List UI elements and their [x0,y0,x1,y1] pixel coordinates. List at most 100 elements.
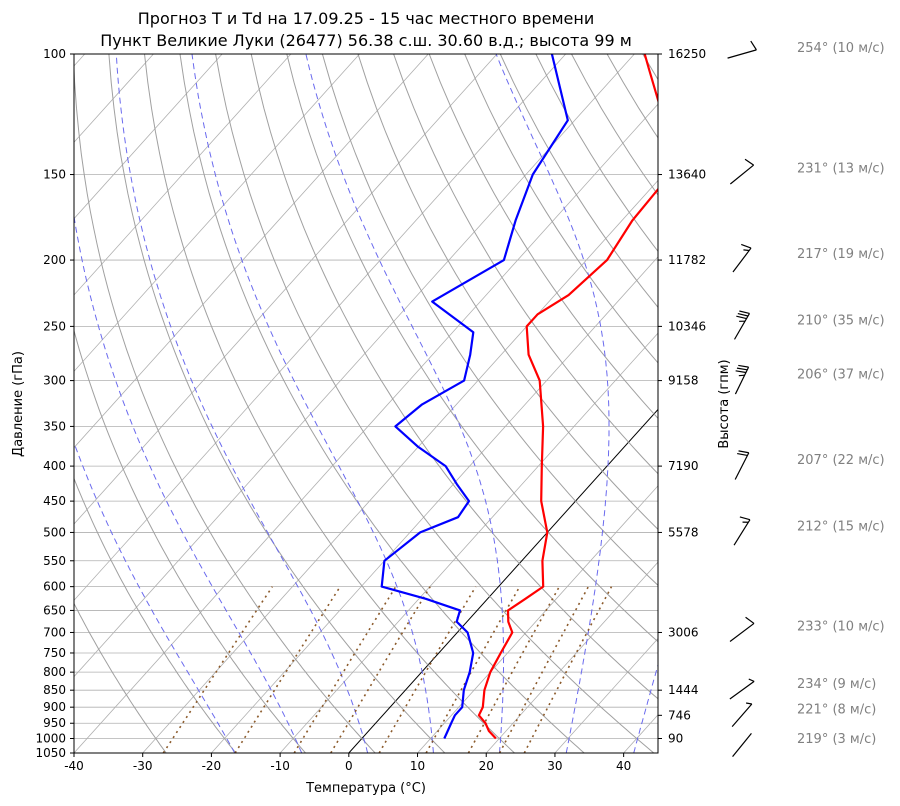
x-tick-label: 10 [410,759,425,773]
wind-barb-feather [743,249,750,252]
wind-barb-feather [737,313,749,317]
wind-label: 217° (19 м/с) [797,247,885,262]
wind-barb-staff [733,519,751,546]
isotherm-line [417,485,658,753]
wind-label: 212° (15 м/с) [797,519,885,534]
wind-barb-staff [729,680,755,700]
wind-barb-feather [739,516,751,521]
dry-adiabat [74,58,376,753]
y-tick-label: 200 [43,253,66,267]
wind-label: 221° (8 м/с) [797,702,876,717]
wind-barb [727,40,757,59]
isotherm-line [74,54,498,525]
mixing-ratio-line [330,586,431,753]
height-tick-label: 9158 [668,374,699,388]
dry-adiabat [321,54,658,587]
y-tick-label: 950 [43,716,66,730]
wind-barb [733,310,751,340]
y-tick-label: 550 [43,554,66,568]
wind-barb [731,702,753,728]
dry-adiabat [215,54,655,753]
wind-barb [734,364,750,395]
plot-frame [73,53,659,754]
height-tick-label: 5578 [668,525,699,539]
wind-barb-feather [739,310,750,314]
height-tick-label: 1444 [668,683,699,697]
dry-adiabat [642,54,658,81]
wind-barb [732,732,752,758]
temperature-profile-line [477,54,658,740]
height-tick-label: 746 [668,708,691,722]
dry-adiabat [428,54,658,420]
dry-adiabat [250,54,658,700]
y-tick-label: 600 [43,580,66,594]
x-tick-label: 30 [547,759,562,773]
wind-barb [729,158,755,185]
dry-adiabat [108,54,446,753]
height-tick-label: 10346 [668,319,706,333]
moist-adiabat [191,54,434,753]
wind-barb [732,243,752,273]
moist-adiabat [633,663,658,753]
x-tick-label: -30 [133,759,153,773]
y-tick-label: 350 [43,419,66,433]
wind-barb-staff [731,703,753,728]
isotherm-line [142,179,658,753]
height-axis-label: Высота (гпм) [717,359,732,448]
isotherm-line [761,54,900,753]
background-lines [74,54,900,753]
dry-adiabat [357,54,658,531]
wind-barb-staff [729,622,755,642]
dry-adiabat [144,54,515,753]
dewpoint-profile-line [380,54,569,739]
moist-adiabat [115,54,369,753]
height-tick-label: 3006 [668,625,699,639]
wind-barb-feather [748,678,755,682]
mixing-ratio-line [498,586,590,753]
y-tick-label: 650 [43,603,66,617]
wind-barb [729,616,755,642]
dry-adiabat [464,54,658,364]
isotherm-line [279,332,658,753]
x-tick-label: 40 [616,759,631,773]
wind-barb-feather [736,367,748,371]
isotherm-line [74,54,292,296]
isotherm-line [485,561,658,753]
dry-adiabat [74,477,237,753]
wind-barb [729,678,755,700]
mixing-ratio-line [425,586,521,753]
wind-barb-staff [729,164,755,185]
zero-isotherm [348,408,658,753]
moist-adiabat [74,213,303,753]
y-tick-label: 100 [43,47,66,61]
isotherm-line [74,54,223,220]
wind-label: 207° (22 м/с) [797,453,885,468]
wind-barb-feather [735,370,747,374]
dry-adiabat [179,54,585,753]
wind-barb-feather [738,450,749,454]
mixing-ratio-line [467,586,561,753]
y-tick-label: 500 [43,525,66,539]
y-tick-label: 1000 [35,731,66,745]
wind-barb-feather [741,243,752,249]
isotherm-line [623,714,658,753]
dry-adiabat [74,602,167,753]
height-tick-label: 16250 [668,47,706,61]
wind-barbs: 254° (10 м/с) 231° (13 м/с) 217° (19 м/с) 2… [727,40,885,758]
wind-label: 219° (3 м/с) [797,732,876,747]
isotherm-line [211,256,658,753]
mixing-ratio-line [523,586,613,753]
height-tick-label: 11782 [668,253,706,267]
wind-barb-staff [734,452,750,480]
isotherm-line [74,54,566,601]
moist-adiabat [495,54,610,753]
wind-barb-staff [732,732,752,758]
dry-adiabat [606,54,658,139]
height-tick-label: 13640 [668,168,706,182]
dry-adiabat [393,54,658,475]
isotherm-line [74,54,360,372]
wind-barb-staff [727,49,757,59]
wind-barb-feather [738,364,749,368]
wind-label: 233° (10 м/с) [797,619,885,634]
